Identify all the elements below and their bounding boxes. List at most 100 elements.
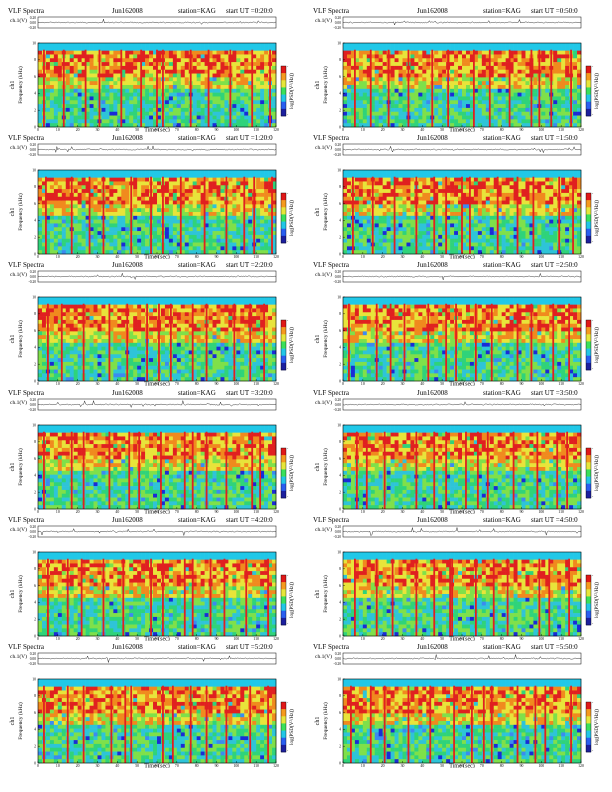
colorbar-tick-label: - xyxy=(287,240,289,244)
spectrogram-cell xyxy=(264,231,269,236)
spectrogram-cell xyxy=(204,185,209,190)
spectrogram-cell xyxy=(105,96,110,101)
spectrogram-cell xyxy=(117,250,122,255)
colorbar-segment xyxy=(586,101,591,110)
spectrogram-cell xyxy=(38,177,43,182)
spectrogram-cell xyxy=(141,65,146,71)
spectrogram-cell xyxy=(354,123,360,128)
spectrogram-cell xyxy=(264,111,269,116)
spectrogram-cell xyxy=(477,119,483,124)
spectrogram-cell xyxy=(434,174,439,179)
spectrogram-cell xyxy=(533,96,538,101)
spectrogram-cell xyxy=(121,58,126,63)
spectrogram-cell xyxy=(343,208,348,213)
spectrogram-cell xyxy=(422,170,427,175)
spectrogram-cell xyxy=(561,107,566,113)
spectrogram-cell xyxy=(252,69,257,74)
spectrogram-cell xyxy=(81,81,86,86)
spectrogram-cell xyxy=(184,96,190,101)
spectrogram-cell xyxy=(477,193,483,198)
spectrogram-cell xyxy=(489,123,495,128)
spectrogram-cell xyxy=(176,200,182,205)
spectrogram-cell xyxy=(77,204,82,209)
spectrogram-cell xyxy=(462,123,467,128)
spectrogram-cell xyxy=(481,100,487,105)
spectrogram-cell xyxy=(533,65,538,71)
spectrogram-cell xyxy=(541,65,546,71)
spectrogram-cell xyxy=(358,189,364,194)
spectrogram-cell xyxy=(497,115,502,120)
spectrogram-cell xyxy=(402,227,407,232)
spectrogram-cell xyxy=(354,73,360,78)
spectrogram-cell xyxy=(188,204,193,209)
spectrogram-cell xyxy=(133,65,138,71)
spectrogram-cell xyxy=(172,227,178,232)
spectrogram-cell xyxy=(565,92,570,97)
spectrogram-cell xyxy=(410,115,415,120)
burst-streak xyxy=(488,49,491,127)
x-tick-label: 70 xyxy=(175,255,179,259)
spectrogram-cell xyxy=(248,85,253,90)
spectrogram-cell xyxy=(462,88,467,93)
spectrogram-cell xyxy=(366,219,372,224)
spectrogram-cell xyxy=(145,119,150,124)
spectrogram-cell xyxy=(89,216,94,221)
spectrogram-cell xyxy=(180,193,186,198)
spectrogram-cell xyxy=(113,246,118,251)
spectrogram-cell xyxy=(458,200,463,205)
spectrogram-cell xyxy=(192,88,197,93)
spectrogram-cell xyxy=(176,185,182,190)
spectrogram-cell xyxy=(465,227,471,232)
spectrogram-cell xyxy=(346,96,352,101)
spectrogram-cell xyxy=(192,204,197,209)
spectrogram-cell xyxy=(382,111,387,116)
spectrogram-cell xyxy=(426,242,431,247)
spectrogram-cell xyxy=(125,181,130,186)
spectrogram-cell xyxy=(192,96,197,101)
spectrogram-cell xyxy=(354,212,360,217)
spectrogram-cell xyxy=(216,204,221,209)
spectrogram-cell xyxy=(113,250,118,255)
spectrogram-cell xyxy=(418,219,423,224)
spectrogram-cell xyxy=(101,107,106,113)
spectrogram-cell xyxy=(434,50,439,55)
spectrogram-cell xyxy=(378,92,383,97)
spectrogram-cell xyxy=(430,185,435,190)
spectrogram-cell xyxy=(422,231,427,236)
spectrogram-cell xyxy=(473,73,479,78)
spectrogram-cell xyxy=(133,177,138,182)
spectrogram-cell xyxy=(505,111,510,116)
spectrogram-cell xyxy=(402,58,407,63)
spectrogram-cell xyxy=(473,50,479,55)
spectrogram-cell xyxy=(561,43,566,48)
spectrogram-cell xyxy=(73,250,78,255)
spectrogram-cell xyxy=(521,111,526,116)
spectrogram-cell xyxy=(390,69,395,74)
spectrogram-cell xyxy=(268,193,273,198)
spectrogram-cell xyxy=(129,77,134,82)
spectrogram-cell xyxy=(38,73,43,78)
spectrogram-cell xyxy=(49,227,55,232)
spectrogram-cell xyxy=(343,46,348,51)
spectrogram-cell xyxy=(343,115,348,120)
spectrogram-cell xyxy=(101,174,106,179)
panel-header: VLF Spectra Jun162008 station=KAG start UT … xyxy=(8,133,298,143)
spectrogram-panel: VLF Spectra Jun162008 station=KAG start UT … xyxy=(8,133,298,259)
spectrogram-cell xyxy=(272,242,277,247)
spectrogram-cell xyxy=(374,204,379,209)
spectrogram-cell xyxy=(216,177,221,182)
spectrogram-cell xyxy=(117,96,122,101)
spectrogram-cell xyxy=(85,185,90,190)
spectrogram-cell xyxy=(497,46,502,51)
spectrogram-cell xyxy=(184,193,190,198)
spectrogram-cell xyxy=(382,193,387,198)
spectrogram-cell xyxy=(354,96,360,101)
spectrogram-cell xyxy=(125,107,130,113)
spectrogram-cell xyxy=(450,177,455,182)
spectrogram-cell xyxy=(141,246,146,251)
spectrogram-cell xyxy=(434,177,439,182)
spectrogram-cell xyxy=(386,242,391,247)
spectrogram-cell xyxy=(196,92,201,97)
spectrogram-cell xyxy=(77,85,82,90)
spectrogram-cell xyxy=(366,242,372,247)
